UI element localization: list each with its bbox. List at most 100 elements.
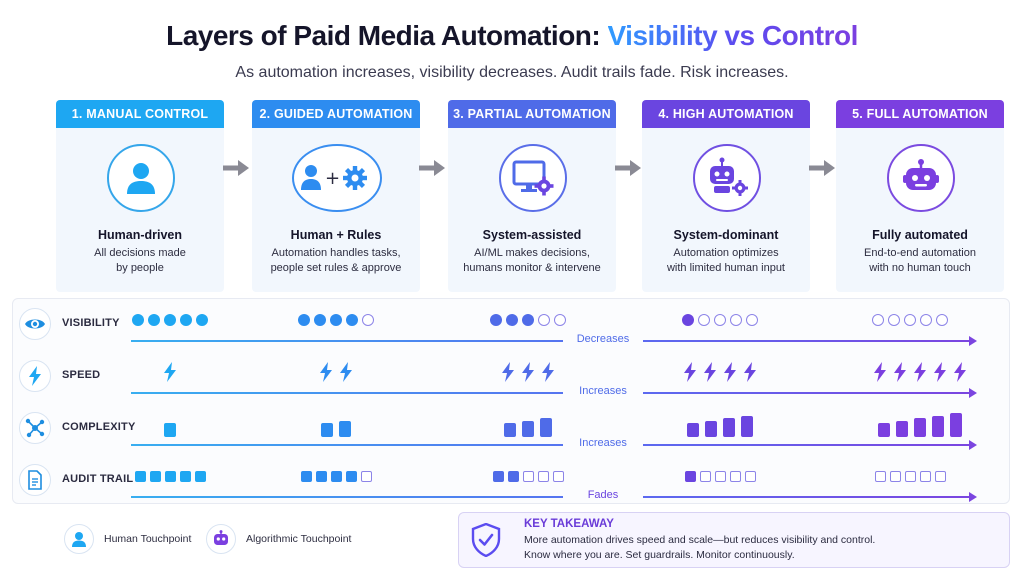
stage-name: Fully automated <box>872 228 968 242</box>
visibility-level-stage-5 <box>865 307 955 333</box>
stage-desc-line: with no human touch <box>869 262 971 274</box>
audit-square-empty <box>744 470 756 482</box>
audit-level-stage-2 <box>291 463 381 489</box>
metric-row-complexity: COMPLEXITY Increases <box>13 403 1011 453</box>
visibility-dot-filled <box>314 314 326 326</box>
speed-level-stage-5 <box>865 359 975 385</box>
svg-text:+: + <box>325 168 340 189</box>
complexity-bar <box>687 423 699 437</box>
visibility-dot-filled <box>196 314 208 326</box>
speed-level-stage-1 <box>125 359 215 385</box>
visibility-dot-filled <box>164 314 176 326</box>
trend-line <box>131 392 973 394</box>
stage-card-full: 5. FULL AUTOMATION Fully automated End-t… <box>836 100 1004 292</box>
eye-icon <box>19 308 51 340</box>
arrow-right-icon <box>223 160 249 176</box>
visibility-dot-empty <box>872 314 884 326</box>
lightning-icon <box>954 362 966 382</box>
audit-square-empty <box>874 470 886 482</box>
visibility-dot-filled <box>180 314 192 326</box>
audit-square-empty <box>522 470 534 482</box>
complexity-bar <box>705 420 717 437</box>
lightning-icon <box>684 362 696 382</box>
audit-square-empty <box>889 470 901 482</box>
person-icon <box>107 144 175 212</box>
visibility-level-stage-4 <box>675 307 765 333</box>
complexity-level-stage-2 <box>291 411 381 437</box>
stage-card-guided: 2. GUIDED AUTOMATION + Human + Rules Aut… <box>252 100 420 292</box>
audit-square-empty <box>537 470 549 482</box>
audit-square-filled <box>507 470 519 482</box>
network-icon <box>19 412 51 444</box>
metric-row-visibility: VISIBILITY Decreases <box>13 299 1011 349</box>
complexity-level-stage-4 <box>675 411 765 437</box>
lightning-icon <box>914 362 926 382</box>
complexity-bar <box>164 423 176 437</box>
stage-desc-line: All decisions made <box>94 247 186 259</box>
complexity-bar <box>522 420 534 437</box>
complexity-bar <box>932 415 944 437</box>
complexity-bar <box>339 420 351 437</box>
visibility-dot-empty <box>730 314 742 326</box>
trend-label: Fades <box>563 489 643 501</box>
lightning-icon <box>522 362 534 382</box>
stage-header: 1. MANUAL CONTROL <box>56 100 224 128</box>
lightning-icon <box>502 362 514 382</box>
audit-square-filled <box>684 470 696 482</box>
visibility-level-stage-1 <box>125 307 215 333</box>
visibility-dot-empty <box>554 314 566 326</box>
stage-description: End-to-end automation with no human touch <box>840 246 1000 276</box>
monitor-gear-icon <box>499 144 567 212</box>
lightning-icon <box>340 362 352 382</box>
stage-desc-line: people set rules & approve <box>270 262 402 274</box>
lightning-icon <box>894 362 906 382</box>
stage-description: Automation optimizes with limited human i… <box>646 246 806 276</box>
visibility-level-stage-3 <box>483 307 573 333</box>
audit-square-filled <box>492 470 504 482</box>
audit-square-empty <box>934 470 946 482</box>
arrow-right-icon <box>615 160 641 176</box>
complexity-bar <box>878 423 890 437</box>
stage-desc-line: by people <box>116 262 164 274</box>
visibility-dot-empty <box>936 314 948 326</box>
visibility-dot-filled <box>522 314 534 326</box>
trend-line <box>131 496 973 498</box>
audit-level-stage-5 <box>865 463 955 489</box>
stage-desc-line: with limited human input <box>666 262 785 274</box>
legend-algorithmic: Algorithmic Touchpoint <box>206 524 351 554</box>
visibility-dot-empty <box>746 314 758 326</box>
page-subtitle: As automation increases, visibility decr… <box>235 64 789 81</box>
audit-level-stage-1 <box>125 463 215 489</box>
trend-line <box>131 444 973 446</box>
trend-arrowhead <box>969 492 977 502</box>
trend-label: Decreases <box>563 333 643 345</box>
complexity-bar <box>741 415 753 437</box>
audit-level-stage-4 <box>675 463 765 489</box>
stage-card-high: 4. HIGH AUTOMATION System-dominant Autom… <box>642 100 810 292</box>
complexity-level-stage-1 <box>125 411 215 437</box>
audit-square-filled <box>179 470 191 482</box>
stage-header: 2. GUIDED AUTOMATION <box>252 100 420 128</box>
trend-label: Increases <box>563 437 643 449</box>
lightning-icon <box>19 360 51 392</box>
visibility-level-stage-2 <box>291 307 381 333</box>
title-main: Layers of Paid Media Automation: <box>166 20 608 51</box>
document-icon <box>19 464 51 496</box>
visibility-dot-filled <box>298 314 310 326</box>
complexity-bar <box>504 423 516 437</box>
stage-header: 5. FULL AUTOMATION <box>836 100 1004 128</box>
takeaway-title: KEY TAKEAWAY <box>524 518 614 530</box>
stage-name: Human + Rules <box>290 228 382 242</box>
metric-label: COMPLEXITY <box>62 421 136 433</box>
visibility-dot-filled <box>330 314 342 326</box>
trend-label: Increases <box>563 385 643 397</box>
arrow-right-icon <box>809 160 835 176</box>
visibility-dot-empty <box>888 314 900 326</box>
speed-level-stage-3 <box>483 359 573 385</box>
stage-description: All decisions made by people <box>60 246 220 276</box>
stage-header: 4. HIGH AUTOMATION <box>642 100 810 128</box>
title-accent: Visibility vs Control <box>607 20 859 51</box>
audit-square-filled <box>134 470 146 482</box>
visibility-dot-empty <box>904 314 916 326</box>
